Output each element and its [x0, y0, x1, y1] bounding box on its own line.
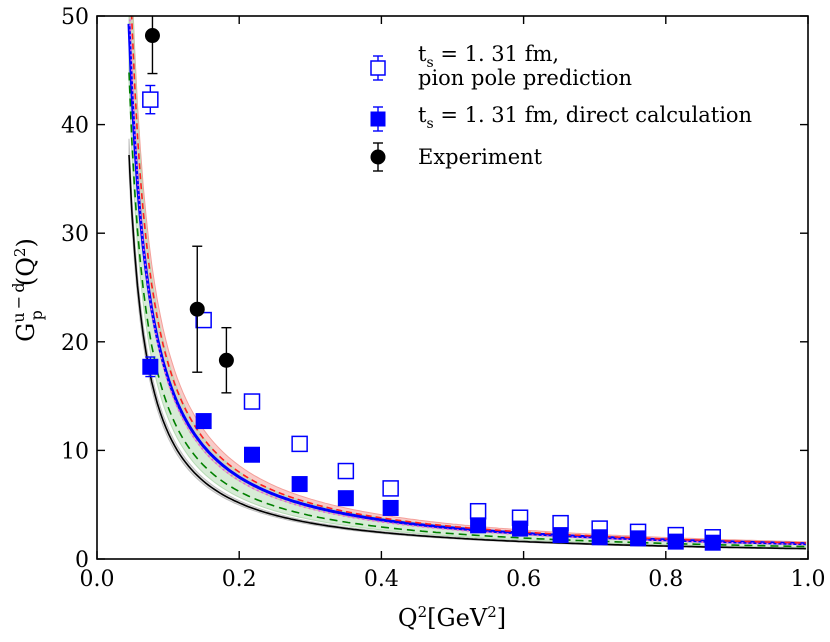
- marker: [337, 462, 355, 480]
- legend-marker-experiment: [370, 142, 386, 172]
- y-tick-label: 10: [61, 439, 89, 464]
- y-axis-label-rest: (Q: [12, 257, 40, 286]
- marker: [189, 301, 205, 317]
- legend-pion-pole-text: = 1. 31 fm,: [434, 42, 559, 66]
- green-dashed: [128, 72, 806, 548]
- plot-frame: [96, 15, 809, 560]
- y-tick-label: 20: [61, 331, 89, 356]
- marker: [291, 435, 308, 453]
- curves-layer: [127, 16, 807, 550]
- x-tick-label: 0.0: [80, 567, 115, 592]
- y-tick-label: 50: [61, 5, 89, 30]
- black-fit-band: [128, 138, 807, 550]
- y-axis-label-main: G: [12, 323, 40, 342]
- data-point-filled-square: [243, 446, 260, 463]
- marker: [243, 393, 261, 410]
- legend-pion-pole-prefix: t: [418, 42, 427, 66]
- legend-label-experiment: Experiment: [418, 145, 543, 169]
- y-axis-label-sub: p: [27, 310, 46, 320]
- y-axis-label-sup: u − d: [9, 282, 28, 322]
- x-tick-label: 1.0: [791, 567, 826, 592]
- marker: [243, 446, 260, 463]
- data-point-open-square: [337, 462, 355, 480]
- legend-pion-pole-sub: s: [426, 55, 433, 71]
- marker: [704, 534, 721, 551]
- x-axis-label-unit-open: [GeV: [427, 604, 488, 632]
- data-point-filled-square: [382, 499, 399, 516]
- y-axis-label: Gu − dp (Q2): [9, 238, 46, 342]
- red-dashed: [130, 16, 806, 544]
- legend-label-pion-pole-line2: pion pole prediction: [418, 66, 632, 90]
- x-tick-label: 0.6: [506, 567, 541, 592]
- data-point-open-square: [142, 84, 159, 115]
- data-point-filled-square: [704, 534, 721, 551]
- marker: [512, 520, 529, 537]
- data-point-filled-square: [337, 490, 354, 507]
- marker: [195, 413, 212, 430]
- x-axis-label-main: Q: [398, 604, 418, 632]
- data-point-filled-square: [552, 527, 569, 544]
- marker: [142, 91, 159, 108]
- ticks-layer: 0.0 0.2 0.4 0.6 0.8 1.0 0 10 20 30 40 50: [61, 5, 826, 592]
- data-point-filled-circle: [218, 326, 234, 394]
- data-point-filled-circle: [144, 16, 160, 75]
- legend-direct-sub: s: [426, 116, 433, 132]
- data-point-filled-square: [142, 356, 159, 378]
- y-tick-label: 30: [61, 222, 89, 247]
- data-point-filled-square: [667, 533, 684, 550]
- marker: [337, 490, 354, 507]
- marker: [470, 517, 487, 534]
- legend-direct-text: = 1. 31 fm, direct calculation: [434, 103, 752, 127]
- y-tick-label: 0: [75, 548, 89, 573]
- x-tick-label: 0.8: [648, 567, 683, 592]
- pion-pole-fit: [127, 23, 806, 546]
- marker: [142, 358, 159, 375]
- legend-direct-prefix: t: [418, 103, 427, 127]
- marker: [552, 527, 569, 544]
- data-point-open-square: [291, 435, 308, 453]
- data-point-open-square: [243, 393, 261, 410]
- plot-background: [97, 16, 808, 559]
- legend-label-direct: ts = 1. 31 fm, direct calculation: [418, 103, 752, 132]
- black-fit: [128, 154, 806, 550]
- y-axis-label-rest-sup: 2: [11, 248, 29, 258]
- data-point-filled-circle: [189, 245, 205, 373]
- marker: [630, 530, 647, 547]
- marker: [218, 352, 234, 368]
- x-axis-label: Q2[GeV2]: [398, 603, 506, 632]
- data-point-filled-square: [470, 517, 487, 534]
- x-axis-label-unit-close: ]: [497, 604, 506, 632]
- marker: [291, 476, 308, 493]
- y-tick-label: 40: [61, 114, 89, 139]
- x-axis-label-sup: 2: [418, 603, 428, 621]
- y-axis-label-rest-close: ): [12, 238, 40, 247]
- data-point-filled-square: [195, 413, 212, 430]
- x-tick-label: 0.2: [222, 567, 257, 592]
- legend-label-pion-pole: ts = 1. 31 fm,: [418, 42, 559, 71]
- x-tick-label: 0.4: [364, 567, 399, 592]
- magenta-dotted: [128, 16, 806, 546]
- marker: [667, 533, 684, 550]
- legend-marker-direct: [370, 106, 386, 132]
- marker: [382, 499, 399, 516]
- marker: [591, 529, 608, 546]
- data-point-filled-square: [512, 520, 529, 537]
- legend: ts = 1. 31 fm, pion pole prediction ts =…: [370, 42, 752, 172]
- data-point-filled-square: [291, 476, 308, 493]
- marker: [144, 28, 160, 44]
- data-point-filled-square: [630, 530, 647, 547]
- x-axis-label-unit-sup: 2: [487, 603, 497, 621]
- legend-marker-pion-pole: [370, 55, 386, 81]
- marker: [382, 480, 399, 497]
- marker: [469, 502, 487, 520]
- data-point-open-square: [382, 480, 399, 497]
- data-point-open-square: [469, 502, 487, 520]
- points-layer: [142, 16, 721, 551]
- data-point-filled-square: [591, 529, 608, 546]
